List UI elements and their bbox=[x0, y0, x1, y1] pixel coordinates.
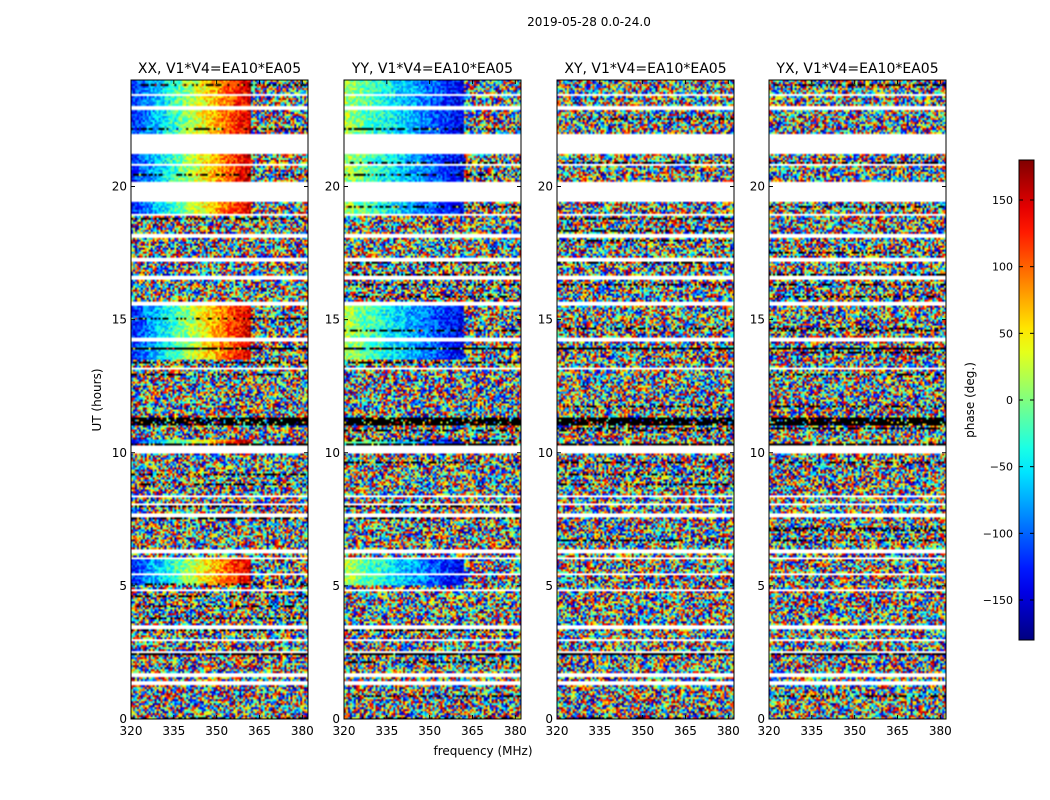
axes-frame bbox=[768, 79, 947, 720]
panel-yy: YY, V1*V4=EA10*EA05 320 335 350 365 380 0 5 10 15… bbox=[325, 61, 527, 738]
x-tick-label: 320 bbox=[333, 724, 356, 738]
x-tick-label: 335 bbox=[588, 724, 611, 738]
axes-frame bbox=[556, 79, 735, 720]
colorbar-tick-label: 50 bbox=[999, 327, 1013, 340]
x-tick-label: 335 bbox=[375, 724, 398, 738]
y-tick-label: 5 bbox=[545, 579, 553, 593]
y-tick-label: 15 bbox=[112, 313, 127, 327]
x-tick-label: 380 bbox=[929, 724, 952, 738]
y-tick-label: 20 bbox=[112, 180, 127, 194]
x-tick-label: 365 bbox=[248, 724, 271, 738]
y-tick-label: 20 bbox=[325, 180, 340, 194]
heatmap-image bbox=[557, 80, 734, 719]
panel-title: YX, V1*V4=EA10*EA05 bbox=[775, 61, 938, 77]
x-tick-label: 350 bbox=[631, 724, 654, 738]
panel-xx: XX, V1*V4=EA10*EA05 320 335 350 365 380 0 5 10 15… bbox=[112, 61, 314, 738]
heatmap-image bbox=[769, 80, 946, 719]
x-tick-label: 320 bbox=[546, 724, 569, 738]
x-tick-label: 350 bbox=[205, 724, 228, 738]
colorbar-tick-label: 100 bbox=[992, 261, 1013, 274]
y-tick-label: 0 bbox=[119, 712, 127, 726]
y-tick-label: 20 bbox=[538, 180, 553, 194]
y-tick-label: 20 bbox=[750, 180, 765, 194]
x-tick-label: 380 bbox=[717, 724, 740, 738]
figure-suptitle: 2019-05-28 0.0-24.0 bbox=[527, 15, 651, 29]
panel-title: YY, V1*V4=EA10*EA05 bbox=[351, 61, 513, 77]
panel-title: XY, V1*V4=EA10*EA05 bbox=[564, 61, 726, 77]
x-tick-label: 380 bbox=[291, 724, 314, 738]
colorbar-tick-label: −150 bbox=[983, 594, 1013, 607]
y-tick-label: 0 bbox=[545, 712, 553, 726]
x-tick-label: 380 bbox=[504, 724, 527, 738]
colorbar-tick-label: −100 bbox=[983, 527, 1013, 540]
y-tick-label: 5 bbox=[757, 579, 765, 593]
x-tick-label: 350 bbox=[843, 724, 866, 738]
axes-frame bbox=[343, 79, 522, 720]
y-tick-label: 10 bbox=[750, 446, 765, 460]
y-tick-label: 0 bbox=[332, 712, 340, 726]
x-tick-label: 365 bbox=[886, 724, 909, 738]
colorbar-tick-label: 0 bbox=[1006, 394, 1013, 407]
y-axis-label: UT (hours) bbox=[90, 368, 104, 431]
colorbar: −150 −100 −50 0 50 100 150 bbox=[983, 159, 1035, 641]
colorbar-tick-label: −50 bbox=[990, 461, 1013, 474]
y-tick-label: 15 bbox=[538, 313, 553, 327]
x-axis-label: frequency (MHz) bbox=[433, 744, 532, 758]
heatmap-panels: XX, V1*V4=EA10*EA05 320 335 350 365 380 0 5 10 15… bbox=[112, 61, 952, 738]
heatmap-image bbox=[131, 80, 308, 719]
axes-frame bbox=[130, 79, 309, 720]
y-tick-label: 0 bbox=[757, 712, 765, 726]
panel-yx: YX, V1*V4=EA10*EA05 320 335 350 365 380 0 5 10 15… bbox=[750, 61, 952, 738]
y-tick-label: 15 bbox=[325, 313, 340, 327]
y-tick-label: 10 bbox=[538, 446, 553, 460]
colorbar-tick-label: 150 bbox=[992, 194, 1013, 207]
x-tick-label: 335 bbox=[162, 724, 185, 738]
panel-xy: XY, V1*V4=EA10*EA05 320 335 350 365 380 0 5 10 15… bbox=[538, 61, 740, 738]
y-tick-label: 10 bbox=[325, 446, 340, 460]
y-tick-label: 5 bbox=[332, 579, 340, 593]
x-tick-label: 335 bbox=[800, 724, 823, 738]
x-tick-label: 365 bbox=[461, 724, 484, 738]
x-tick-label: 350 bbox=[418, 724, 441, 738]
x-tick-label: 320 bbox=[120, 724, 143, 738]
y-tick-label: 15 bbox=[750, 313, 765, 327]
panel-title: XX, V1*V4=EA10*EA05 bbox=[138, 61, 301, 77]
y-tick-label: 5 bbox=[119, 579, 127, 593]
y-tick-label: 10 bbox=[112, 446, 127, 460]
x-tick-label: 365 bbox=[674, 724, 697, 738]
colorbar-label: phase (deg.) bbox=[963, 362, 977, 438]
x-tick-label: 320 bbox=[758, 724, 781, 738]
heatmap-image bbox=[344, 80, 521, 719]
